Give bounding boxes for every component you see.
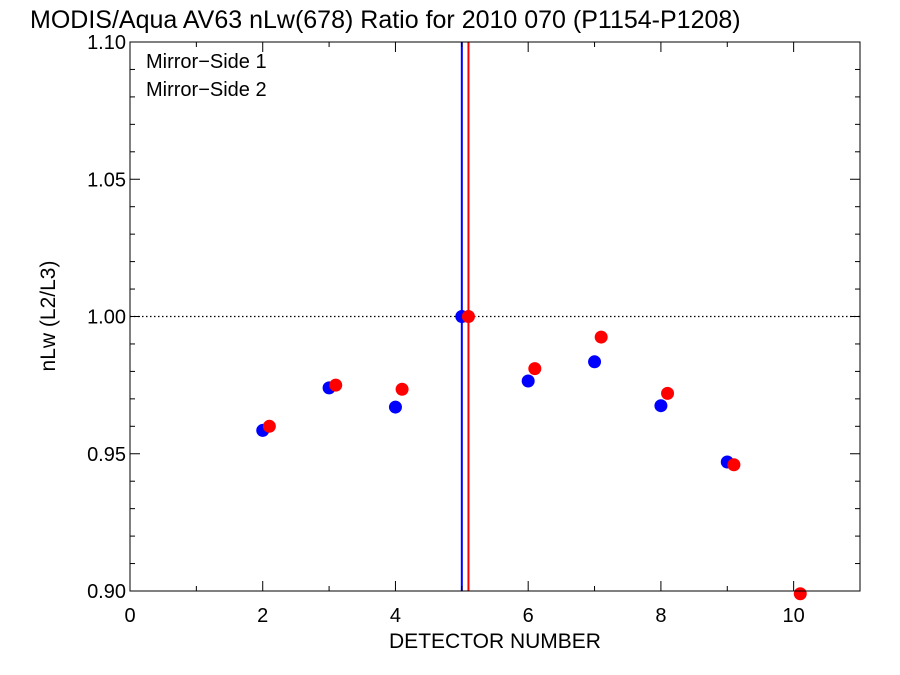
x-tick-label: 10 xyxy=(783,605,805,627)
data-point-series-2-8 xyxy=(727,458,741,472)
data-point-series-1-6 xyxy=(588,355,602,369)
data-point-series-1-3 xyxy=(388,400,402,414)
data-point-series-2-2 xyxy=(329,378,343,392)
x-tick-label: 4 xyxy=(390,605,401,627)
data-point-series-2-5 xyxy=(528,362,542,376)
data-point-series-2-3 xyxy=(395,382,409,396)
data-point-series-1-5 xyxy=(521,374,535,388)
axis-ticks xyxy=(129,41,861,592)
y-tick-label: 0.95 xyxy=(87,444,126,466)
x-tick-label: 0 xyxy=(124,605,135,627)
y-tick-label: 1.05 xyxy=(87,169,126,191)
x-tick-label: 6 xyxy=(523,605,534,627)
axis-tick-labels: 0 2 4 6 8 10 0.90 0.95 1.00 1.05 1.10 xyxy=(87,32,805,627)
x-tick-label: 8 xyxy=(655,605,666,627)
legend-entry-mirror-side-1: Mirror−Side 1 xyxy=(146,51,267,73)
data-point-series-2-7 xyxy=(661,386,675,400)
data-point-series-2-9 xyxy=(793,587,807,601)
y-tick-label: 1.00 xyxy=(87,307,126,329)
data-point-series-2-1 xyxy=(262,419,276,433)
chart-title: MODIS/Aqua AV63 nLw(678) Ratio for 2010 … xyxy=(30,6,741,34)
legend: Mirror−Side 1 Mirror−Side 2 xyxy=(146,51,267,101)
data-point-series-1-7 xyxy=(654,399,668,413)
data-point-series-2-6 xyxy=(594,330,608,344)
y-tick-label: 1.10 xyxy=(87,32,126,54)
data-points xyxy=(256,310,807,601)
y-axis-label: nLw (L2/L3) xyxy=(37,261,60,372)
x-tick-label: 2 xyxy=(257,605,268,627)
y-tick-label: 0.90 xyxy=(87,581,126,603)
legend-entry-mirror-side-2: Mirror−Side 2 xyxy=(146,79,267,101)
data-point-series-2-4 xyxy=(461,310,475,323)
x-axis-label: DETECTOR NUMBER xyxy=(389,630,601,653)
